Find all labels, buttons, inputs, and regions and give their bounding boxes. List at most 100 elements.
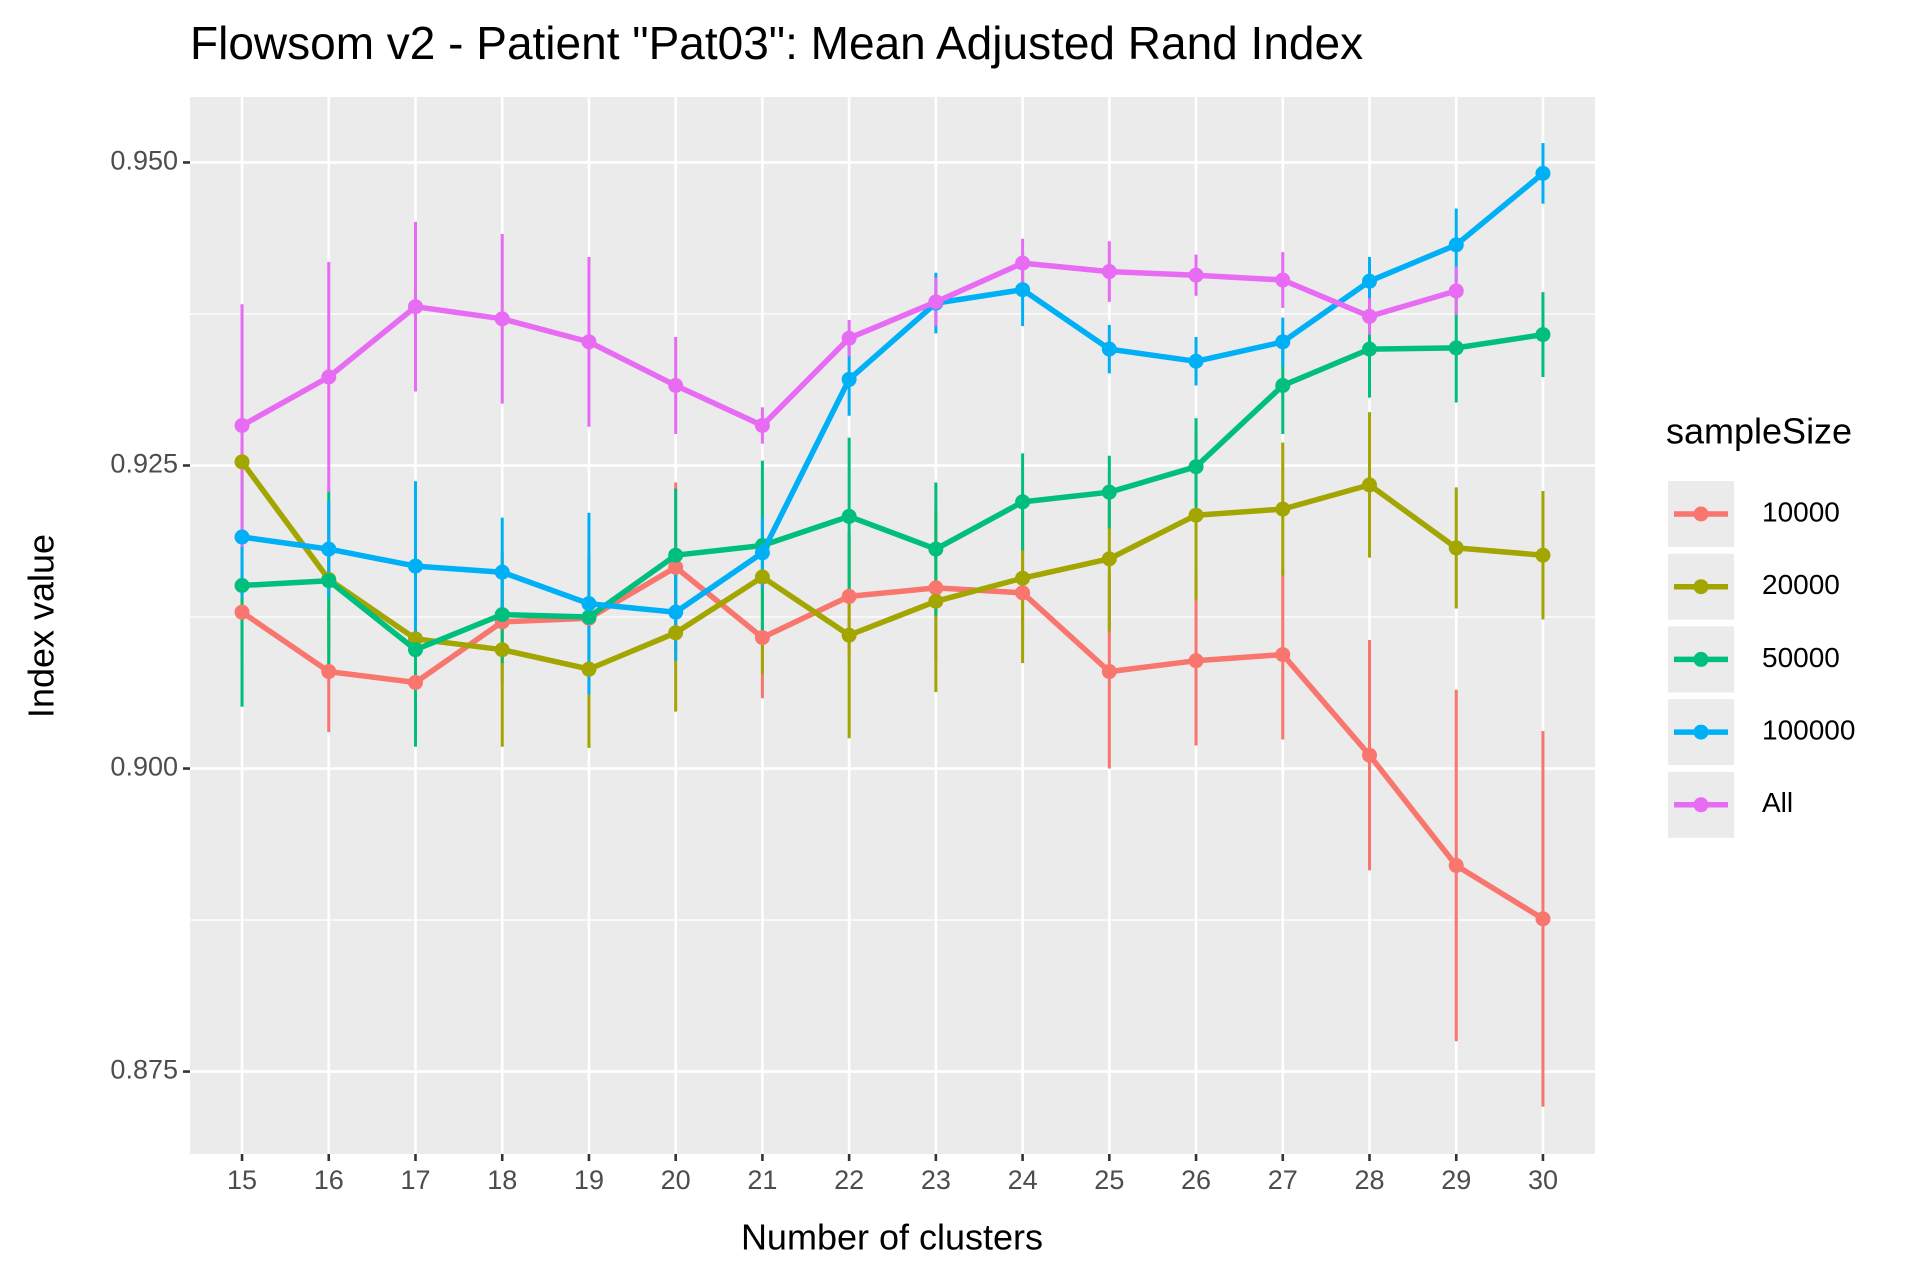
x-tick-label: 25 — [1094, 1165, 1124, 1195]
point — [754, 630, 770, 646]
x-tick-label: 29 — [1441, 1165, 1471, 1195]
point — [841, 371, 857, 387]
point — [321, 541, 337, 557]
legend-label: All — [1762, 787, 1793, 818]
point — [1188, 653, 1204, 669]
series-line — [241, 171, 1545, 615]
point — [321, 573, 337, 589]
y-tick-label: 0.925 — [110, 449, 178, 479]
point — [841, 330, 857, 346]
point — [321, 664, 337, 680]
point — [754, 417, 770, 433]
point — [1275, 334, 1291, 350]
point — [234, 577, 250, 593]
point — [668, 559, 684, 575]
point — [1101, 664, 1117, 680]
x-tick-label: 20 — [661, 1165, 691, 1195]
point — [1535, 547, 1551, 563]
point — [928, 580, 944, 596]
legend-key-point — [1693, 797, 1709, 813]
y-tick-label: 0.950 — [110, 146, 178, 176]
point — [1101, 484, 1117, 500]
point — [668, 625, 684, 641]
point — [1362, 273, 1378, 289]
chart-title: Flowsom v2 - Patient "Pat03": Mean Adjus… — [190, 17, 1363, 69]
point — [407, 299, 423, 315]
point — [321, 369, 337, 385]
x-tick-label: 18 — [487, 1165, 517, 1195]
legend-title: sampleSize — [1666, 411, 1852, 452]
point — [494, 642, 510, 658]
legend-key-point — [1693, 506, 1709, 522]
point — [668, 547, 684, 563]
point — [1275, 377, 1291, 393]
point — [1188, 353, 1204, 369]
x-tick-label: 23 — [921, 1165, 951, 1195]
point — [1015, 494, 1031, 510]
y-axis-title: Index value — [21, 534, 62, 718]
x-tick-label: 30 — [1528, 1165, 1558, 1195]
point — [407, 558, 423, 574]
point — [1535, 327, 1551, 343]
point — [1362, 747, 1378, 763]
legend-label: 10000 — [1762, 496, 1840, 527]
x-tick-label: 22 — [834, 1165, 864, 1195]
point — [1275, 501, 1291, 517]
point — [668, 377, 684, 393]
point — [1188, 267, 1204, 283]
plot-panel — [190, 97, 1595, 1154]
point — [1101, 551, 1117, 567]
point — [494, 564, 510, 580]
x-tick-label: 24 — [1008, 1165, 1038, 1195]
point — [841, 508, 857, 524]
point — [1015, 282, 1031, 298]
point — [1448, 237, 1464, 253]
point — [234, 604, 250, 620]
point — [928, 541, 944, 557]
point — [1448, 283, 1464, 299]
x-tick-label: 27 — [1268, 1165, 1298, 1195]
point — [407, 631, 423, 647]
y-tick-label: 0.900 — [110, 752, 178, 782]
point — [234, 529, 250, 545]
point — [407, 642, 423, 658]
point — [1188, 507, 1204, 523]
legend-key-point — [1693, 724, 1709, 740]
series-line — [239, 460, 1544, 672]
legend-label: 50000 — [1762, 642, 1840, 673]
point — [581, 334, 597, 350]
point — [1015, 570, 1031, 586]
y-tick-label: 0.875 — [110, 1055, 178, 1085]
point — [1362, 308, 1378, 324]
point — [928, 294, 944, 310]
point — [234, 454, 250, 470]
point — [581, 661, 597, 677]
point — [928, 593, 944, 609]
x-tick-label: 28 — [1354, 1165, 1384, 1195]
x-tick-label: 19 — [574, 1165, 604, 1195]
x-tick-label: 15 — [227, 1165, 257, 1195]
x-tick-label: 16 — [314, 1165, 344, 1195]
x-tick-label: 17 — [400, 1165, 430, 1195]
legend-label: 20000 — [1762, 569, 1840, 600]
point — [841, 627, 857, 643]
point — [1015, 255, 1031, 271]
x-tick-label: 26 — [1181, 1165, 1211, 1195]
legend-key-point — [1693, 651, 1709, 667]
point — [1188, 459, 1204, 475]
point — [841, 588, 857, 604]
point — [668, 604, 684, 620]
legend-key-point — [1693, 579, 1709, 595]
series-line — [241, 331, 1544, 653]
legend-label: 100000 — [1762, 714, 1855, 745]
series-line — [240, 564, 1545, 922]
point — [1275, 272, 1291, 288]
point — [581, 609, 597, 625]
point — [1101, 341, 1117, 357]
x-axis-title: Number of clusters — [741, 1217, 1043, 1258]
point — [1015, 585, 1031, 601]
point — [1448, 340, 1464, 356]
point — [1362, 341, 1378, 357]
point — [407, 674, 423, 690]
